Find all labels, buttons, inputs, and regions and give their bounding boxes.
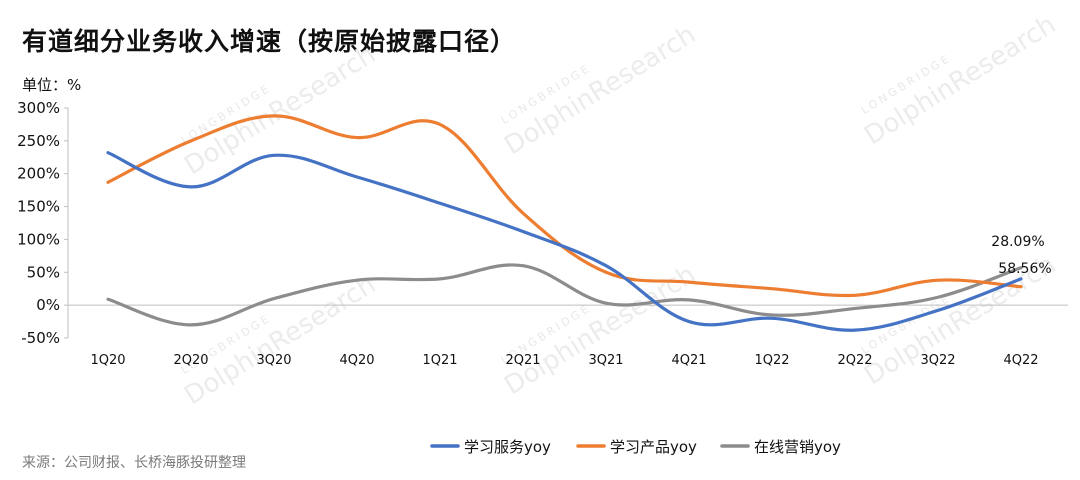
x-tick-label: 1Q22 (754, 353, 789, 368)
y-tick-label: 200% (17, 165, 60, 183)
x-tick-label: 4Q20 (339, 353, 374, 368)
svg-text:DolphinResearch: DolphinResearch (179, 40, 381, 182)
x-tick-label: 4Q21 (671, 353, 706, 368)
svg-text:DolphinResearch: DolphinResearch (499, 20, 701, 162)
series-line-3 (106, 263, 1023, 327)
data-label: 28.09% (991, 234, 1044, 250)
x-tick-label: 1Q20 (90, 353, 125, 368)
legend-label: 学习产品yoy (610, 438, 697, 456)
legend-label: 学习服务yoy (464, 438, 551, 456)
y-tick-label: -50% (21, 329, 60, 347)
source-note: 来源：公司财报、长桥海豚投研整理 (22, 455, 246, 471)
y-tick-label: 150% (17, 198, 60, 216)
y-tick-label: 100% (17, 230, 60, 248)
x-tick-label: 2Q21 (505, 353, 540, 368)
x-tick-label: 1Q21 (422, 353, 457, 368)
data-label: 58.56% (998, 261, 1051, 277)
x-tick-label: 2Q20 (173, 353, 208, 368)
y-tick-label: 250% (17, 132, 60, 150)
chart-title: 有道细分业务收入增速（按原始披露口径） (22, 27, 517, 56)
x-tick-label: 3Q21 (588, 353, 623, 368)
y-tick-label: 0% (36, 296, 60, 314)
y-tick-label: 50% (27, 263, 60, 281)
svg-text:DolphinResearch: DolphinResearch (179, 270, 381, 412)
x-tick-label: 2Q22 (837, 353, 872, 368)
series-line-1 (106, 151, 1023, 332)
legend-label: 在线营销yoy (754, 438, 841, 456)
svg-text:DolphinResearch: DolphinResearch (859, 10, 1061, 152)
x-tick-label: 3Q22 (920, 353, 955, 368)
x-tick-label: 3Q20 (256, 353, 291, 368)
x-tick-label: 4Q22 (1003, 353, 1038, 368)
y-tick-label: 300% (17, 99, 60, 117)
unit-label: 单位：% (22, 76, 82, 94)
